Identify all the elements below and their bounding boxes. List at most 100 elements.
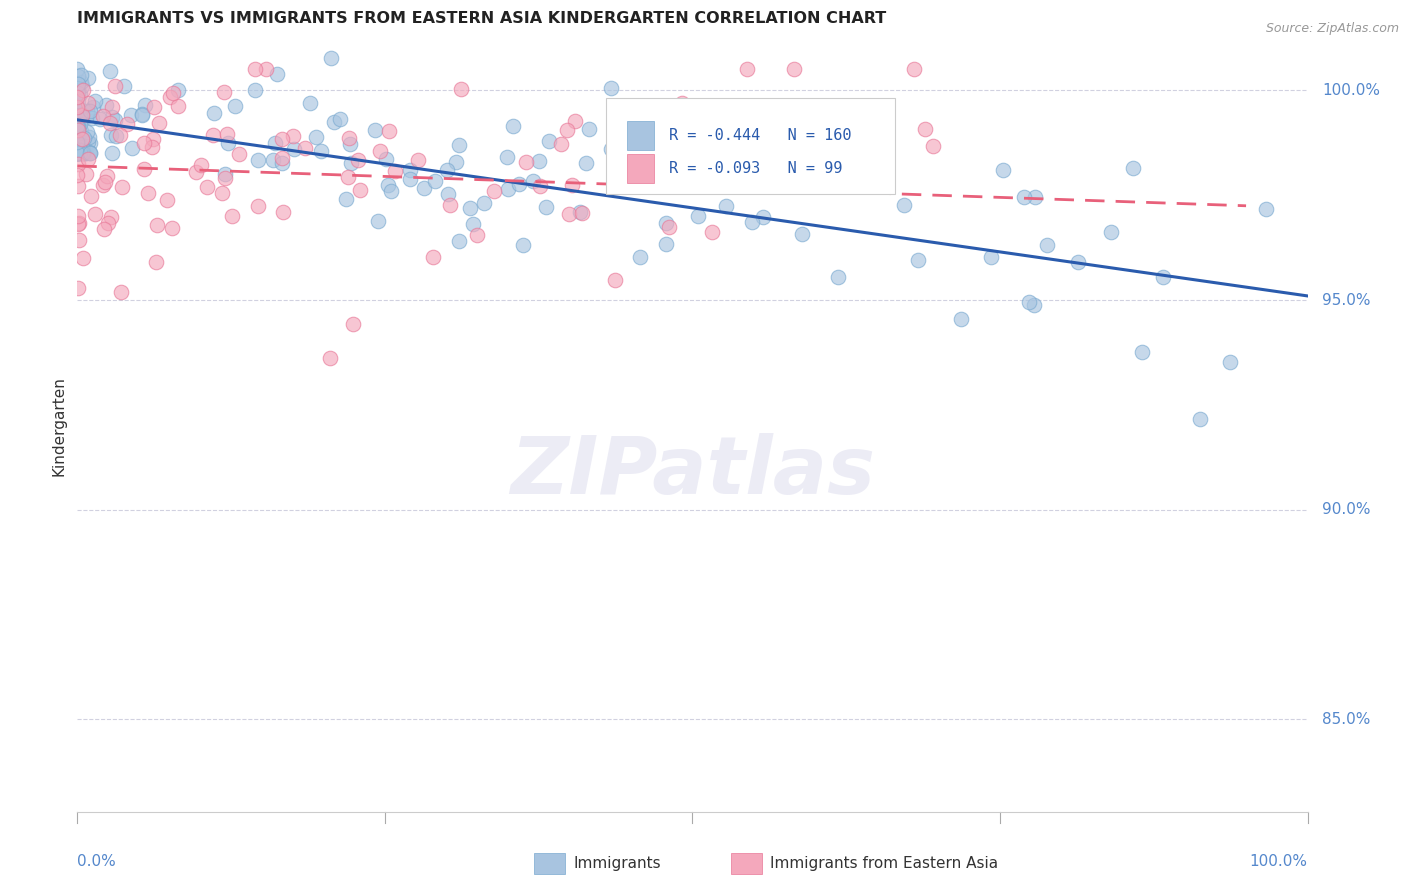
Point (569, 204, 592, 219)
Point (512, 238, 534, 252)
Point (72, 146, 94, 161)
Point (67, 69, 90, 83)
Point (66, 179, 89, 194)
Point (1152, 270, 1174, 285)
Point (75, 146, 97, 161)
Point (70, 132, 93, 146)
Point (702, 225, 724, 239)
Point (737, 62, 759, 77)
Point (75, 146, 97, 161)
Point (283, 142, 305, 156)
Point (110, 128, 132, 143)
Point (529, 178, 551, 193)
Point (686, 209, 709, 223)
Point (79, 189, 101, 203)
Point (336, 170, 359, 185)
Point (79, 146, 101, 161)
Point (120, 108, 142, 122)
Point (515, 154, 537, 169)
Point (70, 108, 93, 122)
Point (115, 117, 138, 131)
Point (378, 124, 401, 138)
Point (66, 62, 89, 77)
Point (449, 234, 471, 248)
Point (254, 62, 277, 77)
Point (447, 138, 470, 153)
Point (628, 250, 651, 264)
Point (77, 130, 100, 145)
Point (558, 207, 581, 221)
Point (264, 136, 287, 150)
Point (82, 111, 104, 125)
Point (495, 150, 517, 164)
Point (266, 67, 288, 81)
Point (136, 186, 159, 200)
Point (66, 123, 89, 137)
Point (655, 236, 678, 251)
Point (111, 180, 134, 194)
Point (538, 134, 561, 148)
Point (72, 146, 94, 161)
Point (202, 128, 225, 142)
Point (167, 83, 190, 97)
Point (224, 99, 246, 113)
Point (294, 141, 316, 155)
Point (101, 110, 124, 124)
Point (66, 81, 89, 95)
Text: ZIPatlas: ZIPatlas (510, 434, 875, 511)
Point (75, 167, 97, 181)
Point (827, 270, 849, 285)
Point (66, 146, 89, 161)
Point (67, 103, 90, 117)
Point (84, 207, 107, 221)
Point (67, 281, 90, 295)
Point (792, 227, 814, 241)
Point (413, 180, 436, 194)
Text: 95.0%: 95.0% (1323, 293, 1371, 308)
Point (69, 107, 91, 121)
Point (190, 158, 212, 172)
Text: Source: ZipAtlas.com: Source: ZipAtlas.com (1265, 22, 1399, 36)
Point (73, 131, 96, 145)
Point (70, 139, 93, 153)
Text: 100.0%: 100.0% (1250, 855, 1308, 869)
Point (1256, 202, 1278, 216)
Point (246, 199, 269, 213)
Point (97, 216, 120, 230)
Point (72, 252, 94, 266)
Point (76, 109, 98, 123)
Point (555, 123, 578, 137)
Point (1122, 161, 1144, 176)
Point (439, 198, 461, 212)
Point (70, 75, 93, 89)
Text: R = -0.444   N = 160: R = -0.444 N = 160 (669, 128, 852, 143)
Point (484, 185, 506, 199)
Text: 85.0%: 85.0% (1323, 712, 1371, 727)
Point (112, 79, 135, 94)
Point (66, 146, 89, 161)
Point (69, 118, 91, 132)
Point (70, 146, 93, 161)
Point (783, 62, 806, 77)
Point (422, 250, 444, 264)
Point (1018, 294, 1040, 309)
Point (134, 136, 156, 151)
Point (564, 114, 586, 128)
Point (337, 130, 360, 145)
Point (1024, 190, 1046, 204)
Point (132, 161, 155, 176)
Point (321, 51, 343, 65)
Point (141, 140, 163, 154)
Point (77, 135, 100, 149)
Point (262, 153, 284, 167)
Point (384, 164, 406, 178)
Point (527, 154, 550, 169)
Text: Immigrants from Eastern Asia: Immigrants from Eastern Asia (770, 856, 998, 871)
Point (77, 145, 100, 159)
Point (212, 85, 235, 99)
Point (73, 146, 96, 161)
Point (305, 129, 328, 144)
Point (100, 100, 122, 114)
Point (903, 62, 925, 77)
Point (67, 146, 90, 161)
